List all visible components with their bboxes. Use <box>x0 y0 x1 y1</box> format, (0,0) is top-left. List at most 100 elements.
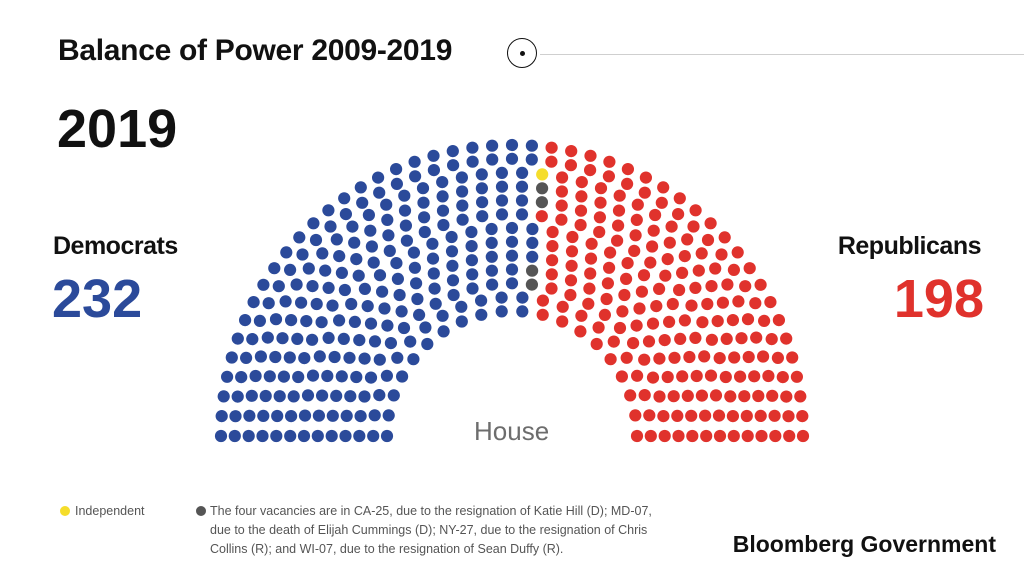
seat-democrats <box>316 247 329 260</box>
seat-democrats <box>505 235 519 248</box>
seat-democrats <box>228 429 241 443</box>
seat-republicans <box>630 319 643 332</box>
seat-democrats <box>447 159 460 172</box>
seat-democrats <box>456 199 469 212</box>
seat-democrats <box>337 332 350 345</box>
seat-republicans <box>657 410 670 423</box>
seat-republicans <box>638 389 651 402</box>
seat-democrats <box>322 281 335 294</box>
seat-republicans <box>724 390 737 403</box>
seat-democrats <box>436 204 450 217</box>
seat-democrats <box>298 409 312 422</box>
seat-democrats <box>358 390 371 403</box>
seat-democrats <box>322 331 335 344</box>
seat-republicans <box>692 264 705 277</box>
seat-democrats <box>257 278 270 291</box>
seat-republicans <box>615 370 629 383</box>
year-label: 2019 <box>57 99 178 159</box>
legend-vacancy: The four vacancies are in CA-25, due to … <box>196 502 666 559</box>
seat-democrats <box>300 315 313 328</box>
seat-republicans <box>673 283 686 297</box>
seat-republicans <box>673 192 686 205</box>
seat-democrats <box>246 333 259 346</box>
seat-democrats <box>428 282 441 295</box>
seat-republicans <box>698 350 711 363</box>
seat-democrats <box>273 390 286 403</box>
seat-democrats <box>416 182 430 195</box>
seat-democrats <box>378 302 391 315</box>
seat-democrats <box>311 429 324 443</box>
seat-republicans <box>685 299 698 312</box>
seat-democrats <box>235 371 248 384</box>
seat-independent <box>536 168 549 181</box>
seat-republicans <box>782 410 795 423</box>
seat-republicans <box>719 370 732 384</box>
seat-republicans <box>631 369 644 382</box>
seat-democrats <box>455 171 468 184</box>
seat-republicans <box>671 409 684 422</box>
seat-democrats <box>339 429 352 443</box>
seat-republicans <box>565 245 579 258</box>
seat-republicans <box>575 190 588 203</box>
seat-republicans <box>711 315 724 328</box>
seat-democrats <box>245 389 258 402</box>
seat-democrats <box>485 250 498 263</box>
seat-democrats <box>364 371 378 384</box>
seat-democrats <box>383 244 396 257</box>
seat-republicans <box>678 250 691 263</box>
seat-republicans <box>776 371 789 384</box>
vacancy-dot-icon <box>196 506 206 516</box>
seat-democrats <box>254 350 267 363</box>
seat-democrats <box>309 233 323 247</box>
timeline-track[interactable] <box>540 54 1024 55</box>
seat-democrats <box>486 153 499 166</box>
seat-republicans <box>705 280 718 293</box>
seat-republicans <box>658 429 671 443</box>
seat-republicans <box>718 231 731 244</box>
seat-republicans <box>713 352 726 365</box>
seat-democrats <box>485 236 498 249</box>
seat-democrats <box>293 231 306 244</box>
seat-republicans <box>584 149 597 162</box>
seat-republicans <box>556 315 569 328</box>
seat-democrats <box>298 352 311 365</box>
seat-democrats <box>495 208 509 221</box>
timeline-slider-handle[interactable] <box>507 38 537 68</box>
seat-democrats <box>465 240 478 253</box>
seat-republicans <box>666 297 679 311</box>
seat-republicans <box>681 389 694 402</box>
seat-republicans <box>556 171 569 184</box>
seat-democrats <box>239 314 252 327</box>
seat-democrats <box>516 291 529 304</box>
seat-democrats <box>393 288 406 302</box>
seat-republicans <box>565 259 578 272</box>
seat-democrats <box>429 297 442 310</box>
seat-republicans <box>574 325 587 338</box>
seat-democrats <box>486 278 499 291</box>
seat-republicans <box>629 229 642 242</box>
seat-republicans <box>583 282 596 295</box>
seat-republicans <box>786 351 799 364</box>
seat-republicans <box>604 353 617 366</box>
seat-democrats <box>399 219 412 232</box>
seat-republicans <box>546 225 559 239</box>
seat-republicans <box>705 333 719 346</box>
seat-republicans <box>647 224 660 237</box>
seat-republicans <box>574 204 588 217</box>
seat-republicans <box>630 429 644 443</box>
legend-independent: Independent <box>60 502 145 521</box>
seat-republicans <box>726 314 740 327</box>
seat-democrats <box>263 370 276 383</box>
seat-republicans <box>667 390 680 403</box>
seat-democrats <box>215 410 228 423</box>
seat-republicans <box>696 316 709 329</box>
seat-republicans <box>687 220 700 233</box>
seat-democrats <box>373 269 387 282</box>
seat-democrats <box>313 350 326 363</box>
seat-democrats <box>280 246 293 259</box>
seat-democrats <box>384 337 397 350</box>
seat-democrats <box>382 409 395 422</box>
seat-republicans <box>600 292 613 306</box>
seat-republicans <box>603 261 616 274</box>
seat-democrats <box>297 429 311 443</box>
